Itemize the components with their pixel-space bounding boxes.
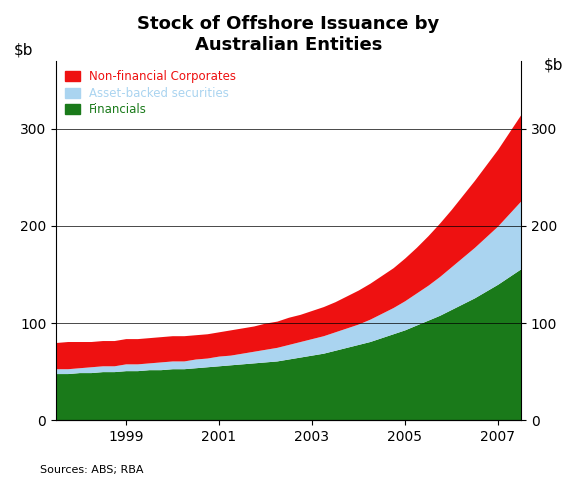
Y-axis label: $b: $b: [544, 57, 563, 72]
Y-axis label: $b: $b: [14, 43, 33, 57]
Title: Stock of Offshore Issuance by
Australian Entities: Stock of Offshore Issuance by Australian…: [137, 15, 440, 54]
Legend: Non-financial Corporates, Asset-backed securities, Financials: Non-financial Corporates, Asset-backed s…: [62, 67, 239, 120]
Text: Sources: ABS; RBA: Sources: ABS; RBA: [40, 465, 144, 475]
